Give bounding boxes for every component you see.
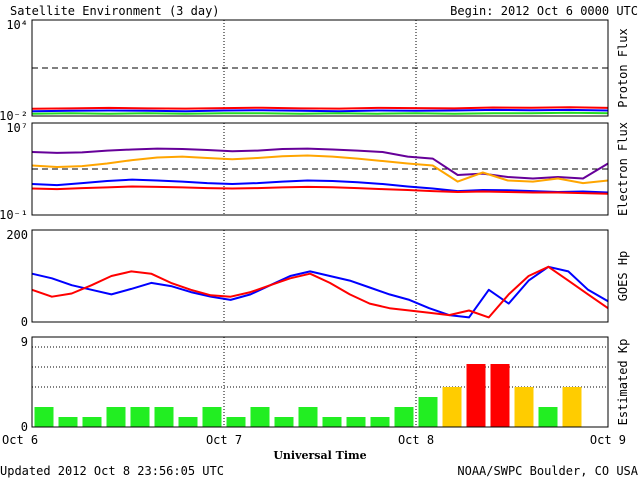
x-tick-label: Oct 7 [206,433,242,447]
y-tick-label: 10⁷ [6,121,28,135]
electron-series-line [31,178,609,194]
x-tick-label: Oct 6 [2,433,38,447]
kp-bar [82,417,102,427]
kp-bar [562,387,582,427]
kp-panel: 9 0 Estimated Kp Oct 6 Oct 7 Oct 8 Oct 9 [2,335,630,447]
x-axis-title: Universal Time [273,449,366,462]
kp-bar [442,387,462,427]
kp-bar [514,387,534,427]
updated-timestamp: Updated 2012 Oct 8 23:56:05 UTC [0,464,224,478]
y-tick-label: 0 [21,315,28,329]
electron-series-line [31,185,609,195]
kp-bar [466,364,486,427]
kp-bar [178,417,198,427]
y-tick-label: 10⁻² [0,109,28,123]
credit-text: NOAA/SWPC Boulder, CO USA [457,464,638,478]
kp-bar [58,417,78,427]
y-tick-label: 9 [21,335,28,349]
proton-ylabel: Proton Flux [616,28,630,107]
proton-panel: 10⁴ 10⁻² Proton Flux [0,18,630,123]
kp-bar [226,417,246,427]
x-tick-label: Oct 8 [398,433,434,447]
y-tick-label: 200 [6,228,28,242]
hp-series-line [31,265,609,319]
kp-bar [250,407,270,427]
y-tick-label: 10⁴ [6,18,28,32]
proton-series-line [31,111,609,115]
hp-panel: 200 0 GOES Hp [6,228,630,329]
begin-time: Begin: 2012 Oct 6 0000 UTC [450,4,638,18]
hp-ylabel: GOES Hp [616,251,630,302]
electron-series-line [31,154,609,185]
electron-series-line [31,147,609,180]
x-tick-label: Oct 9 [590,433,626,447]
kp-bar [34,407,54,427]
kp-bar [418,397,438,427]
y-tick-label: 0 [21,420,28,434]
kp-bar [274,417,294,427]
kp-bar [322,417,342,427]
electron-panel: 10⁷ 10⁻¹ Electron Flux [0,121,630,222]
kp-bar [394,407,414,427]
kp-bar [202,407,222,427]
kp-frame [31,336,609,428]
electron-ylabel: Electron Flux [616,122,630,216]
y-tick-label: 10⁻¹ [0,208,28,222]
kp-bar [154,407,174,427]
kp-bar [490,364,510,427]
hp-series-line [31,265,609,319]
panels: 10⁴ 10⁻² Proton Flux 10⁷ 10⁻¹ Electron Flux 20… [0,18,630,447]
kp-bar [106,407,126,427]
proton-series-line [31,106,609,110]
plot-title: Satellite Environment (3 day) [10,4,220,18]
kp-bar [538,407,558,427]
kp-ylabel: Estimated Kp [616,339,630,426]
kp-bar [370,417,390,427]
electron-frame [31,122,609,216]
proton-series-line [31,108,609,113]
kp-bar [130,407,150,427]
proton-frame [31,19,609,117]
kp-bar [346,417,366,427]
kp-bar [298,407,318,427]
hp-frame [31,229,609,323]
